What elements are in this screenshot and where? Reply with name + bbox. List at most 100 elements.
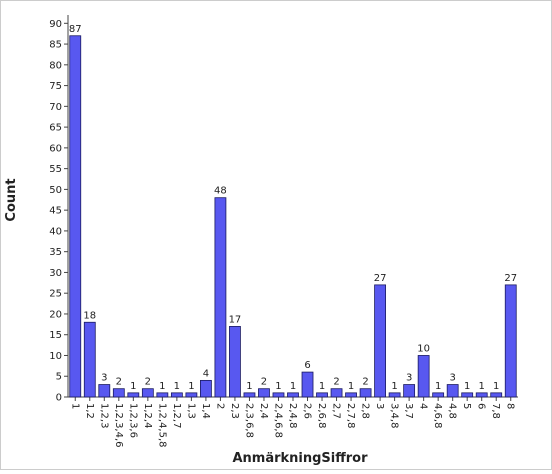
bar [83, 321, 96, 398]
x-tick-label: 8 [505, 403, 516, 409]
bar [156, 392, 169, 398]
value-label: 2 [261, 377, 267, 388]
value-label: 3 [449, 373, 455, 384]
value-label: 3 [101, 373, 107, 384]
bar [330, 388, 343, 398]
value-label: 1 [174, 381, 180, 392]
y-tick-label: 50 [49, 185, 62, 196]
bar [170, 392, 183, 398]
y-tick-label: 40 [49, 226, 62, 237]
value-label: 18 [83, 310, 96, 321]
bar [112, 388, 125, 398]
x-tick-label: 1,2,3,6 [127, 403, 138, 438]
bar [185, 392, 198, 398]
y-tick-label: 60 [49, 143, 62, 154]
value-label: 48 [214, 186, 227, 197]
y-tick-label: 10 [49, 351, 62, 362]
y-tick-label: 30 [49, 268, 62, 279]
bar [98, 384, 111, 398]
x-tick-label: 2,3 [229, 403, 240, 419]
bar [475, 392, 488, 398]
value-label: 1 [275, 381, 281, 392]
y-axis-title: Count [4, 178, 19, 221]
value-label: 2 [145, 377, 151, 388]
value-label: 2 [362, 377, 368, 388]
value-label: 4 [203, 368, 209, 379]
x-tick-label: 2,8 [360, 403, 371, 419]
bar [403, 384, 416, 398]
value-label: 1 [290, 381, 296, 392]
y-tick-label: 20 [49, 309, 62, 320]
x-tick-label: 2,7 [331, 403, 342, 419]
bar [258, 388, 270, 398]
x-tick-label: 1,2,7 [171, 403, 182, 428]
bar [229, 326, 241, 398]
y-tick-label: 45 [49, 206, 62, 217]
y-tick-label: 65 [49, 123, 62, 134]
x-tick-label: 2,6 [302, 403, 313, 419]
value-label: 1 [246, 381, 252, 392]
bar [388, 392, 401, 398]
bar [316, 392, 328, 398]
x-tick-label: 4,6,8 [432, 403, 443, 428]
y-tick-label: 25 [49, 289, 62, 300]
x-tick-label: 2,4,6,8 [272, 403, 283, 438]
y-tick-label: 15 [49, 330, 62, 341]
value-label: 1 [159, 381, 165, 392]
bar [69, 35, 82, 398]
y-tick-label: 0 [56, 393, 62, 404]
value-label: 1 [130, 381, 136, 392]
bar [432, 392, 445, 398]
bar [374, 284, 386, 398]
x-axis-title: AnmärkningSiffror [232, 451, 368, 466]
y-tick-label: 5 [56, 372, 62, 383]
x-tick-label: 3,7 [403, 403, 414, 419]
bar [345, 392, 357, 398]
x-tick-label: 2,3,6,8 [243, 403, 254, 438]
x-tick-label: 2,4 [258, 403, 269, 419]
x-tick-label: 4,8 [447, 403, 458, 419]
x-tick-label: 1,2,3,4,6 [113, 403, 124, 448]
value-label: 1 [319, 381, 325, 392]
x-tick-label: 4 [418, 403, 429, 409]
value-label: 6 [304, 360, 310, 371]
x-tick-label: 1,2,3 [98, 403, 109, 428]
y-tick-label: 85 [49, 40, 62, 51]
x-tick-label: 1,2 [84, 403, 95, 419]
x-tick-label: 1,3 [185, 403, 196, 419]
value-label: 17 [229, 314, 242, 325]
y-tick-label: 35 [49, 247, 62, 258]
x-tick-label: 1,4 [200, 403, 211, 419]
bar [141, 388, 154, 398]
bar [127, 392, 140, 398]
x-tick-label: 2,6,8 [316, 403, 327, 428]
bar [490, 392, 503, 398]
y-tick-label: 75 [49, 81, 62, 92]
bar [214, 197, 227, 398]
x-tick-label: 6 [476, 403, 487, 409]
bar [200, 379, 212, 398]
value-label: 87 [69, 24, 82, 35]
bar [359, 388, 372, 398]
bar [446, 384, 459, 398]
bar [417, 355, 430, 398]
x-tick-label: 5 [461, 403, 472, 409]
value-label: 1 [435, 381, 441, 392]
value-label: 1 [348, 381, 354, 392]
x-tick-label: 7,8 [490, 403, 501, 419]
x-tick-label: 1,2,4,5,8 [156, 403, 167, 448]
x-tick-label: 3,4,8 [389, 403, 400, 428]
value-label: 1 [493, 381, 499, 392]
value-label: 27 [374, 273, 387, 284]
value-label: 3 [406, 373, 412, 384]
bar [504, 284, 517, 398]
value-label: 27 [504, 273, 517, 284]
value-label: 1 [188, 381, 194, 392]
value-label: 1 [479, 381, 485, 392]
y-tick-label: 70 [49, 102, 62, 113]
y-tick-label: 80 [49, 60, 62, 71]
bar [272, 392, 285, 398]
value-label: 1 [391, 381, 397, 392]
